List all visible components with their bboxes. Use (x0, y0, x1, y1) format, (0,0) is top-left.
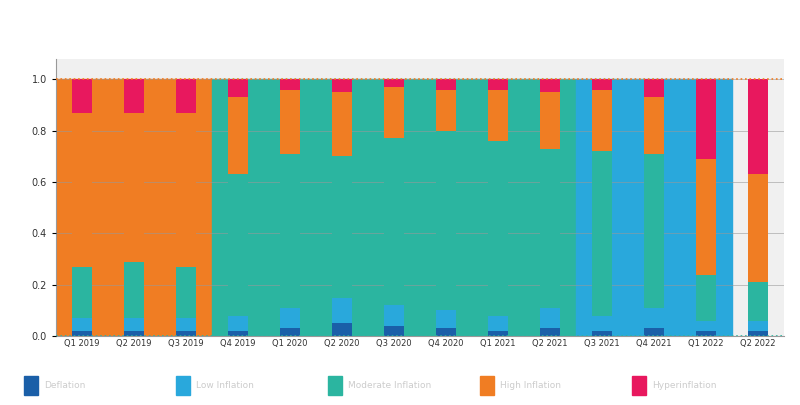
Bar (123, 331, 145, 336)
Bar (176, 331, 197, 336)
Bar (280, 154, 301, 308)
Bar (280, 308, 301, 328)
Bar (592, 151, 613, 315)
Bar (332, 156, 353, 298)
Bar (123, 318, 145, 331)
Bar (332, 323, 353, 336)
Bar (747, 282, 769, 321)
Bar (328, 376, 342, 395)
Bar (747, 321, 769, 331)
Bar (643, 154, 665, 308)
Bar (592, 79, 613, 90)
Text: Hyperinflation: Hyperinflation (652, 381, 717, 390)
Bar (487, 79, 509, 90)
Bar (176, 318, 197, 331)
Bar (696, 79, 717, 159)
Bar (332, 79, 353, 92)
Bar (72, 318, 92, 331)
Bar (487, 331, 509, 336)
Bar (696, 159, 717, 275)
Bar (539, 149, 561, 308)
Bar (56, 79, 212, 336)
Text: Deflation: Deflation (44, 381, 86, 390)
Bar (227, 79, 248, 97)
Bar (643, 328, 665, 336)
Bar (332, 298, 353, 323)
Bar (280, 90, 301, 154)
Text: Low Inflation: Low Inflation (196, 381, 254, 390)
Bar (696, 321, 717, 331)
Bar (384, 326, 404, 336)
Bar (212, 79, 576, 336)
Bar (384, 87, 404, 139)
Bar (176, 376, 190, 395)
Bar (539, 328, 561, 336)
Bar (280, 328, 301, 336)
Text: Inflation Phazer, regime probabilities by quarter: Inflation Phazer, regime probabilities b… (193, 18, 607, 33)
Bar (480, 376, 494, 395)
Bar (123, 79, 145, 113)
Bar (696, 331, 717, 336)
Bar (747, 331, 769, 336)
Bar (632, 376, 646, 395)
Bar (24, 376, 38, 395)
Bar (592, 331, 613, 336)
Bar (592, 315, 613, 331)
Bar (643, 79, 665, 97)
Bar (227, 331, 248, 336)
Bar (435, 79, 456, 90)
Bar (539, 79, 561, 92)
Bar (747, 174, 769, 282)
Bar (332, 92, 353, 156)
Bar (487, 315, 509, 331)
Bar (176, 113, 197, 267)
Bar (72, 113, 92, 267)
Bar (123, 113, 145, 262)
Bar (643, 308, 665, 328)
Bar (576, 79, 732, 336)
Bar (227, 97, 248, 174)
Bar (227, 315, 248, 331)
Text: High Inflation: High Inflation (500, 381, 561, 390)
Bar (72, 79, 92, 113)
Bar (384, 305, 404, 326)
Bar (696, 275, 717, 321)
Bar (72, 267, 92, 318)
Bar (643, 97, 665, 154)
Bar (435, 328, 456, 336)
Bar (539, 92, 561, 149)
Bar (487, 90, 509, 141)
Bar (592, 90, 613, 151)
Bar (227, 174, 248, 315)
Bar (384, 79, 404, 87)
Bar (435, 311, 456, 328)
Bar (539, 308, 561, 328)
Bar (435, 90, 456, 131)
Bar (176, 79, 197, 113)
Text: Moderate Inflation: Moderate Inflation (348, 381, 431, 390)
Bar (72, 331, 92, 336)
Bar (280, 79, 301, 90)
Bar (384, 139, 404, 305)
Bar (747, 79, 769, 174)
Bar (123, 262, 145, 318)
Bar (487, 141, 509, 315)
Bar (176, 267, 197, 318)
Bar (435, 131, 456, 311)
